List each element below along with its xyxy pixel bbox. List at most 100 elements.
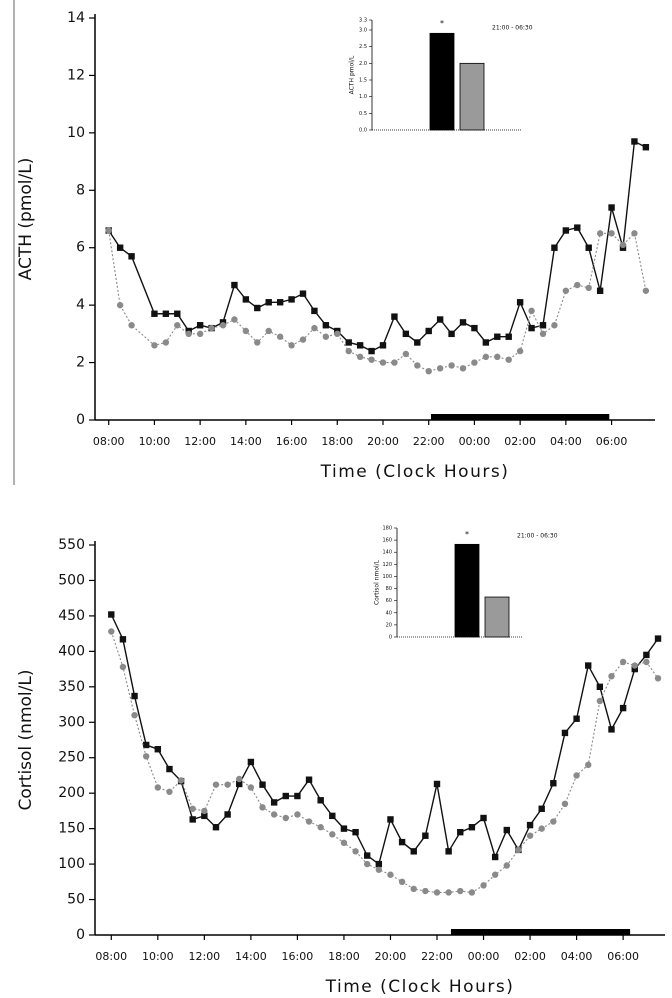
y-tick-label: 10 (67, 125, 85, 141)
point (231, 316, 238, 323)
point (550, 818, 557, 825)
point (322, 322, 330, 329)
point (379, 359, 387, 366)
point (177, 777, 185, 784)
point (445, 889, 452, 896)
point (174, 322, 181, 329)
point (116, 301, 124, 309)
inset-annotation: 21:00 - 06:30 (492, 25, 533, 32)
point (619, 658, 627, 666)
point (154, 784, 162, 791)
point (174, 310, 181, 317)
point (345, 339, 352, 346)
point (516, 299, 524, 306)
point (436, 365, 444, 372)
point (585, 761, 592, 769)
point (364, 860, 371, 868)
point (596, 287, 604, 294)
point (185, 330, 192, 338)
point (311, 324, 318, 332)
series-line (110, 614, 659, 866)
point (491, 853, 499, 861)
x-tick-label: 10:00 (139, 435, 171, 448)
point (305, 776, 313, 783)
point (294, 811, 301, 818)
point (317, 824, 324, 831)
point (619, 241, 627, 249)
point (322, 333, 330, 340)
point (352, 848, 359, 855)
inset-y-tick-label: 180 (382, 526, 392, 532)
y-tick-label: 350 (58, 679, 85, 695)
point (131, 692, 138, 700)
y-tick-label: 6 (76, 240, 85, 256)
point (516, 347, 524, 355)
x-tick-label: 04:00 (561, 950, 593, 963)
point (425, 367, 432, 375)
point (398, 838, 406, 846)
point (471, 359, 478, 366)
x-tick-label: 16:00 (282, 950, 314, 963)
point (654, 675, 662, 682)
point (212, 781, 220, 788)
point (379, 342, 387, 349)
point (631, 662, 638, 669)
point (414, 339, 421, 346)
y-tick-label: 550 (58, 537, 85, 553)
y-tick-label: 100 (58, 856, 85, 872)
point (526, 821, 534, 829)
point (201, 807, 208, 815)
point (288, 342, 295, 349)
y-axis-title: ACTH (pmol/L) (16, 158, 36, 281)
point (433, 889, 441, 896)
point (573, 715, 580, 722)
point (398, 878, 406, 886)
point (459, 319, 467, 326)
point (247, 758, 255, 766)
inset-y-tick-label: 20 (386, 622, 392, 628)
point (151, 310, 158, 317)
point (505, 356, 512, 363)
point (387, 816, 394, 823)
point (538, 825, 545, 832)
point (329, 812, 336, 820)
x-tick-label: 06:00 (607, 950, 639, 963)
point (608, 230, 615, 237)
point (128, 322, 135, 329)
point (480, 814, 487, 822)
point (201, 812, 208, 820)
point (573, 772, 580, 779)
point (340, 839, 348, 847)
inset-y-tick-label: 120 (382, 562, 392, 568)
point (619, 704, 627, 712)
point (422, 832, 429, 839)
point (643, 651, 650, 659)
point (402, 330, 410, 338)
point (457, 828, 464, 836)
point (254, 339, 261, 346)
point (368, 347, 375, 355)
point (457, 887, 464, 895)
point (448, 362, 455, 369)
x-tick-label: 04:00 (550, 435, 582, 448)
inset-y-tick-label: 80 (386, 586, 392, 592)
point (224, 781, 231, 788)
point (259, 804, 266, 811)
point (631, 230, 638, 237)
inset-y-tick-label: 2.0 (359, 61, 367, 67)
point (422, 887, 429, 895)
point (596, 230, 604, 237)
point (482, 339, 490, 346)
point (631, 665, 638, 673)
point (468, 889, 476, 896)
x-tick-label: 10:00 (142, 950, 174, 963)
series-line (108, 230, 647, 372)
point (334, 330, 341, 338)
point (538, 805, 545, 812)
point (445, 848, 452, 855)
series-line (110, 631, 659, 894)
x-tick-label: 08:00 (93, 435, 125, 448)
point (317, 797, 324, 804)
